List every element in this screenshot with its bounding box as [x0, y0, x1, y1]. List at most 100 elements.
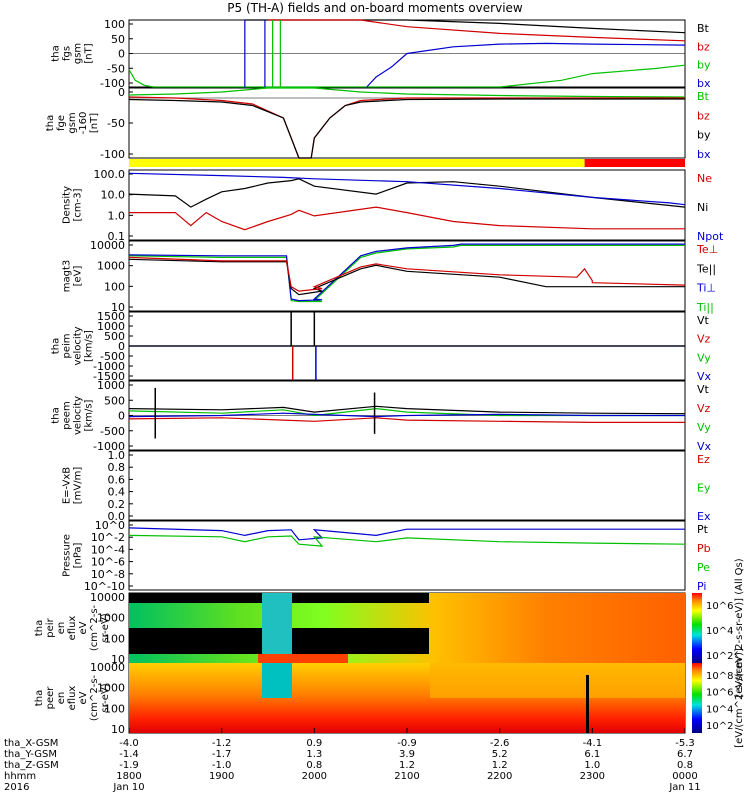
x-row-label: tha_X-GSM — [4, 738, 58, 749]
y-axis-label: [nPa] — [73, 542, 84, 568]
x-tick-label: 2200 — [487, 771, 512, 782]
colorbar-tick: 10^2 — [706, 651, 733, 662]
y-axis-label: -160 — [78, 112, 89, 135]
legend-entry: Bt — [697, 90, 710, 103]
legend-entry: Vx — [697, 440, 712, 453]
y-axis-label: E=-VxB — [62, 467, 73, 504]
y-tick-label: 500 — [104, 330, 125, 343]
y-tick-label: 10 — [111, 301, 125, 314]
y-axis-label: en — [56, 622, 67, 635]
legend-entry: Vt — [697, 383, 710, 396]
series-Vz — [128, 417, 685, 423]
y-axis-label: [nT] — [89, 113, 100, 133]
y-axis-label: [cm-3] — [73, 188, 84, 221]
x-tick-label: 1.0 — [584, 760, 600, 771]
legend-entry: Ti⊥ — [696, 282, 716, 295]
colorbar-tick: 10^6 — [706, 601, 733, 612]
series-Vt — [128, 405, 686, 415]
y-tick-label: 500 — [104, 394, 125, 407]
y-axis-label: [nT] — [84, 43, 95, 63]
spectrogram-layers — [129, 593, 702, 733]
y-tick-label: -50 — [107, 117, 125, 130]
mode-segment-1 — [584, 159, 685, 167]
y-tick-label: 0.2 — [108, 498, 126, 511]
colorbar-tick: 10^4 — [706, 704, 733, 715]
y-axis-label: fge — [56, 115, 67, 131]
x-tick-label: 2300 — [580, 771, 605, 782]
y-axis-label: tha — [51, 407, 62, 423]
y-tick-label: -500 — [100, 350, 125, 363]
series-red — [128, 96, 685, 159]
page-title: P5 (TH-A) fields and on-board moments ov… — [227, 1, 523, 15]
y-tick-label: 10.0 — [101, 189, 126, 202]
y-axis-label: gsm — [67, 112, 78, 133]
panel-frame — [128, 240, 686, 312]
legend-entry: Ti|| — [696, 301, 714, 314]
y-tick-label: 1.0 — [108, 209, 126, 222]
x-tick-label: 6.7 — [677, 749, 693, 760]
y-tick-label: 10^-4 — [91, 543, 125, 556]
y-tick-label: 0.0 — [108, 510, 126, 523]
y-axis-label: peer — [45, 686, 56, 710]
y-axis-label: eflux — [67, 616, 78, 641]
x-tick-label: 0.8 — [677, 760, 693, 771]
x-row-label: tha_Y-GSM — [4, 749, 57, 760]
legend-entry: Vt — [697, 314, 710, 327]
legend-entry: Ey — [697, 482, 711, 495]
panel-fgs: 100 50 0-50 -100 tha fgs gsm [nT] Bt bz by bx — [51, 18, 711, 90]
y-axis-label: [mV/m] — [73, 467, 84, 505]
y-axis-label: tha — [51, 45, 62, 61]
series-bx — [366, 42, 686, 88]
series-Te — [128, 256, 686, 292]
x-tick-label: 1900 — [209, 771, 234, 782]
y-tick-label: 0 — [118, 410, 125, 423]
x-tick-label: -4.1 — [583, 738, 603, 749]
y-axis-label: tha — [34, 690, 45, 706]
peir-bottom-red — [258, 654, 348, 663]
x-tick-label: 1.2 — [399, 760, 415, 771]
y-tick-label: 10 — [111, 723, 125, 736]
y-axis-label: Pressure — [62, 534, 73, 577]
panel-peem: 1000 500 0 -500 -1000 tha peem velocity [km/s] Vt… — [51, 379, 712, 453]
series-Ne — [129, 206, 685, 231]
series-Vx — [128, 412, 685, 418]
legend-entry: bx — [697, 77, 711, 90]
y-axis-label: sr-eV) — [100, 613, 111, 642]
y-axis-label: fgs — [62, 46, 73, 61]
y-tick-label: 1000 — [97, 682, 125, 695]
legend-entry: Bt — [697, 22, 710, 35]
legend-entry: bz — [697, 40, 710, 53]
x-tick-label: 1.3 — [306, 749, 322, 760]
legend-entry: by — [697, 59, 711, 72]
y-axis-label: [km/s] — [84, 399, 95, 431]
y-tick-label: 100 — [104, 18, 125, 31]
series-Npot — [128, 172, 686, 206]
y-axis-label: eflux — [67, 686, 78, 711]
legend-entry: Pe — [697, 561, 710, 574]
y-tick-label: -100 — [100, 77, 125, 90]
y-axis-label: eV — [78, 691, 89, 704]
y-tick-label: 10^-6 — [91, 556, 125, 569]
legend-entry: bx — [697, 148, 711, 161]
x-tick-label: 2000 — [302, 771, 327, 782]
panel-fge: 0 -50 -100 tha fge gsm -160 [nT] Bt bz by bx — [45, 86, 711, 161]
y-axis-label: tha — [51, 338, 62, 354]
y-axis-label: en — [56, 692, 67, 705]
colorbar-label: [eV/(cm^2-s-sr-eV)] (All Qs) — [734, 558, 745, 697]
y-tick-label: -1000 — [93, 360, 125, 373]
series-by — [128, 64, 686, 88]
colorbar-tick: 10^2 — [706, 721, 733, 732]
y-tick-label: 10^-8 — [91, 568, 125, 581]
legend-entry: Vz — [697, 333, 711, 346]
x-tick-label: -1.0 — [212, 760, 232, 771]
panel-density: 100.0 10.0 1.0 0.1 Density [cm-3] Ne Ni Npot — [62, 168, 724, 243]
x-row-label: 2016 — [4, 782, 29, 793]
peir-center-hot — [262, 593, 292, 655]
series-Ti — [128, 243, 685, 302]
series-Pe — [128, 534, 686, 547]
y-axis-label: eV — [78, 621, 89, 634]
y-axis-label: Density — [62, 186, 73, 224]
y-tick-label: 10^0 — [95, 519, 125, 532]
colorbar-label: [eV/(cm^2-s-sr-eV)] — [734, 648, 745, 748]
